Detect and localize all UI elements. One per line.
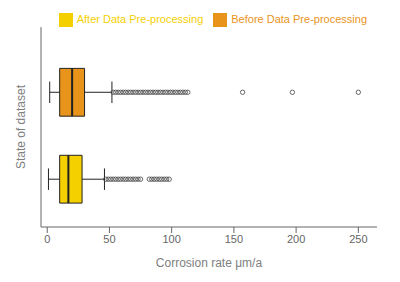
html-text:After Data Pre-processing: After Data Pre-processing [76, 13, 204, 25]
svg-text:250: 250 [349, 233, 367, 245]
svg-text:State of dataset: State of dataset [14, 84, 28, 169]
svg-text:100: 100 [162, 233, 180, 245]
svg-text:50: 50 [103, 233, 115, 245]
html-text:Before Data Pre-processing: Before Data Pre-processing [231, 13, 367, 25]
svg-text:Corrosion rate μm/a: Corrosion rate μm/a [156, 256, 263, 270]
svg-text:200: 200 [287, 233, 305, 245]
svg-text:150: 150 [225, 233, 243, 245]
svg-text:0: 0 [44, 233, 50, 245]
